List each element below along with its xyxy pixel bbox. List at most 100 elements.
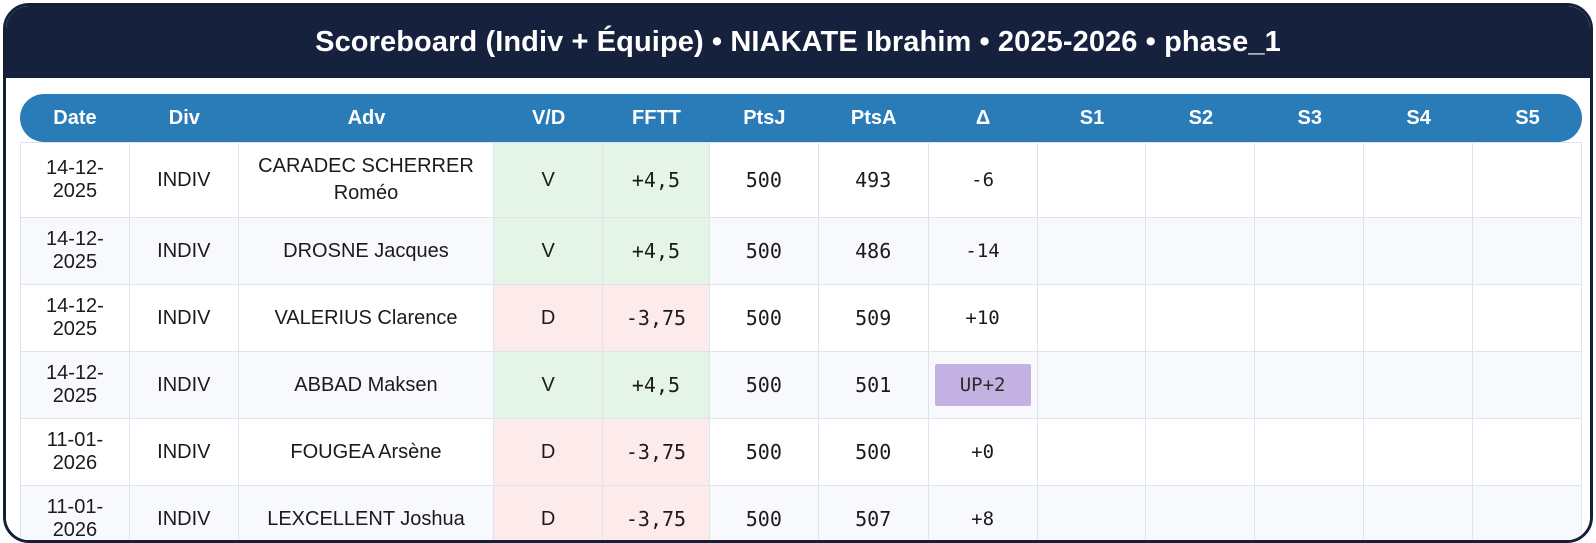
scoreboard-table: Date Div Adv V/D FFTT PtsJ PtsA Δ S1 S2 S3 S4 S5 14-… <box>20 94 1582 540</box>
cell-vd: D <box>494 486 604 540</box>
table-row[interactable]: 14-12-2025 INDIV ABBAD Maksen V +4,5 500 501 UP… <box>20 352 1582 419</box>
column-header-s2[interactable]: S2 <box>1146 94 1256 142</box>
cell-div: INDIV <box>129 419 239 486</box>
delta-value: -6 <box>971 169 995 191</box>
table-row[interactable]: 14-12-2025 INDIV VALERIUS Clarence D -3,75 50… <box>20 285 1582 352</box>
cell-s2 <box>1146 218 1256 285</box>
cell-date: 11-01-2026 <box>20 486 130 540</box>
cell-vd: D <box>494 285 604 352</box>
cell-adv: FOUGEA Arsène <box>238 419 495 486</box>
cell-ptsa: 500 <box>818 419 929 486</box>
cell-date: 14-12-2025 <box>20 285 130 352</box>
cell-fftt: +4,5 <box>603 218 710 285</box>
cell-s3 <box>1255 352 1365 419</box>
cell-delta: UP+2 <box>928 352 1038 419</box>
cell-s3 <box>1255 285 1365 352</box>
cell-s4 <box>1364 352 1474 419</box>
cell-date: 11-01-2026 <box>20 419 130 486</box>
cell-s2 <box>1146 352 1256 419</box>
table-row[interactable]: 11-01-2026 INDIV LEXCELLENT Joshua D -3,75 50… <box>20 486 1582 540</box>
cell-date: 14-12-2025 <box>20 352 130 419</box>
column-header-div[interactable]: Div <box>129 94 239 142</box>
cell-ptsj: 500 <box>709 352 819 419</box>
cell-s3 <box>1255 419 1365 486</box>
column-header-date[interactable]: Date <box>20 94 130 142</box>
cell-s1 <box>1037 285 1147 352</box>
column-header-ptsa[interactable]: PtsA <box>818 94 929 142</box>
cell-delta: +0 <box>928 419 1038 486</box>
delta-value: +8 <box>971 508 995 530</box>
cell-s2 <box>1146 285 1256 352</box>
cell-adv: LEXCELLENT Joshua <box>238 486 495 540</box>
cell-s1 <box>1037 352 1147 419</box>
cell-s2 <box>1146 142 1256 218</box>
delta-value: +10 <box>965 307 1000 329</box>
cell-ptsa: 493 <box>818 142 929 218</box>
scoreboard-window: Scoreboard (Indiv + Équipe) • NIAKATE Ib… <box>3 3 1593 543</box>
cell-ptsj: 500 <box>709 419 819 486</box>
cell-adv: VALERIUS Clarence <box>238 285 495 352</box>
cell-fftt: -3,75 <box>603 419 710 486</box>
column-header-s1[interactable]: S1 <box>1037 94 1147 142</box>
table-row[interactable]: 14-12-2025 INDIV CARADEC SCHERRER Roméo V +4… <box>20 142 1582 218</box>
cell-ptsj: 500 <box>709 486 819 540</box>
cell-div: INDIV <box>129 285 239 352</box>
cell-ptsa: 509 <box>818 285 929 352</box>
cell-s3 <box>1255 142 1365 218</box>
table-container: Date Div Adv V/D FFTT PtsJ PtsA Δ S1 S2 S3 S4 S5 14-… <box>6 78 1590 540</box>
column-header-fftt[interactable]: FFTT <box>603 94 710 142</box>
cell-s2 <box>1146 419 1256 486</box>
cell-ptsa: 501 <box>818 352 929 419</box>
cell-ptsj: 500 <box>709 285 819 352</box>
cell-s5 <box>1473 352 1582 419</box>
cell-adv: ABBAD Maksen <box>238 352 495 419</box>
column-header-s5[interactable]: S5 <box>1473 94 1582 142</box>
cell-vd: V <box>494 218 604 285</box>
column-header-vd[interactable]: V/D <box>494 94 604 142</box>
cell-s1 <box>1037 419 1147 486</box>
cell-vd: D <box>494 419 604 486</box>
cell-s4 <box>1364 218 1474 285</box>
cell-fftt: +4,5 <box>603 352 710 419</box>
column-header-s3[interactable]: S3 <box>1255 94 1365 142</box>
cell-delta: -14 <box>928 218 1038 285</box>
cell-delta: +8 <box>928 486 1038 540</box>
column-header-delta[interactable]: Δ <box>928 94 1038 142</box>
cell-s4 <box>1364 285 1474 352</box>
column-header-ptsj[interactable]: PtsJ <box>709 94 819 142</box>
cell-div: INDIV <box>129 486 239 540</box>
delta-up-badge: UP+2 <box>934 364 1031 406</box>
cell-delta: +10 <box>928 285 1038 352</box>
cell-date: 14-12-2025 <box>20 218 130 285</box>
cell-ptsj: 500 <box>709 218 819 285</box>
cell-fftt: +4,5 <box>603 142 710 218</box>
cell-div: INDIV <box>129 142 239 218</box>
cell-ptsj: 500 <box>709 142 819 218</box>
cell-s5 <box>1473 419 1582 486</box>
cell-s4 <box>1364 419 1474 486</box>
cell-vd: V <box>494 142 604 218</box>
cell-s1 <box>1037 142 1147 218</box>
window-title-bar: Scoreboard (Indiv + Équipe) • NIAKATE Ib… <box>6 6 1590 78</box>
cell-fftt: -3,75 <box>603 285 710 352</box>
cell-fftt: -3,75 <box>603 486 710 540</box>
cell-adv: CARADEC SCHERRER Roméo <box>238 142 495 218</box>
table-body: 14-12-2025 INDIV CARADEC SCHERRER Roméo V +4… <box>20 142 1582 540</box>
cell-delta: -6 <box>928 142 1038 218</box>
table-header: Date Div Adv V/D FFTT PtsJ PtsA Δ S1 S2 S3 S4 S5 <box>20 94 1582 142</box>
cell-s5 <box>1473 285 1582 352</box>
cell-s1 <box>1037 486 1147 540</box>
cell-adv: DROSNE Jacques <box>238 218 495 285</box>
delta-value: -14 <box>965 240 1000 262</box>
cell-div: INDIV <box>129 218 239 285</box>
page-title: Scoreboard (Indiv + Équipe) • NIAKATE Ib… <box>315 25 1281 58</box>
column-header-s4[interactable]: S4 <box>1364 94 1474 142</box>
cell-s4 <box>1364 486 1474 540</box>
cell-div: INDIV <box>129 352 239 419</box>
table-row[interactable]: 11-01-2026 INDIV FOUGEA Arsène D -3,75 500 500… <box>20 419 1582 486</box>
cell-s4 <box>1364 142 1474 218</box>
cell-s5 <box>1473 486 1582 540</box>
column-header-adv[interactable]: Adv <box>238 94 495 142</box>
cell-s3 <box>1255 486 1365 540</box>
table-row[interactable]: 14-12-2025 INDIV DROSNE Jacques V +4,5 500 486… <box>20 218 1582 285</box>
